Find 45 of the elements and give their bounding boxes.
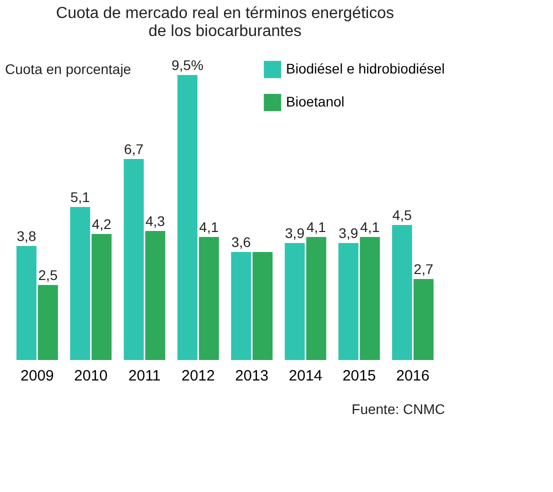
legend-label: Biodiésel e hidrobiodiésel — [286, 60, 445, 76]
bar — [414, 279, 434, 360]
data-label: 5,1 — [70, 189, 90, 205]
legend-label: Bioetanol — [286, 94, 344, 110]
bar — [92, 234, 112, 360]
data-label: 4,2 — [92, 216, 112, 232]
data-label: 2,5 — [38, 267, 58, 283]
data-label: 3,8 — [16, 228, 36, 244]
text: Cuota de mercado real en términos energéticos — [56, 5, 394, 22]
data-label: 3,9 — [338, 225, 358, 241]
data-label: 4,1 — [306, 219, 326, 235]
x-tick-label: 2011 — [128, 368, 161, 384]
x-tick-label: 2016 — [396, 368, 430, 384]
data-label: 2,7 — [414, 261, 434, 277]
bar — [198, 237, 219, 360]
data-label: 4,1 — [199, 219, 219, 235]
data-label: 6,7 — [124, 141, 144, 157]
x-tick-label: 2012 — [181, 368, 215, 384]
data-label: 4,3 — [146, 213, 166, 229]
bar — [338, 243, 358, 360]
x-tick-label: 2013 — [235, 368, 269, 384]
text: de los biocarburantes — [148, 23, 302, 40]
source-note: Fuente: CNMC — [352, 401, 445, 417]
bar — [392, 225, 412, 360]
x-tick-label: 2010 — [74, 368, 108, 384]
bar — [70, 207, 90, 360]
x-tick-label: 2015 — [342, 368, 376, 384]
y-axis-title: Cuota en porcentaje — [5, 61, 132, 77]
data-label: 9,5% — [171, 57, 204, 73]
bar — [124, 159, 144, 360]
bar — [360, 237, 380, 360]
data-label: 3,6 — [231, 234, 252, 250]
data-label: 4,5 — [392, 207, 412, 223]
x-tick-label: 2009 — [20, 368, 54, 384]
bar — [306, 237, 326, 360]
x-tick-label: 2014 — [288, 368, 322, 384]
data-label: 4,1 — [360, 219, 380, 235]
bar — [231, 252, 252, 360]
data-label: 3,9 — [285, 225, 305, 241]
bar — [38, 285, 58, 360]
bar — [145, 231, 166, 360]
bar — [252, 252, 273, 360]
bar — [177, 75, 198, 360]
bar — [284, 243, 305, 360]
bar — [16, 246, 36, 360]
